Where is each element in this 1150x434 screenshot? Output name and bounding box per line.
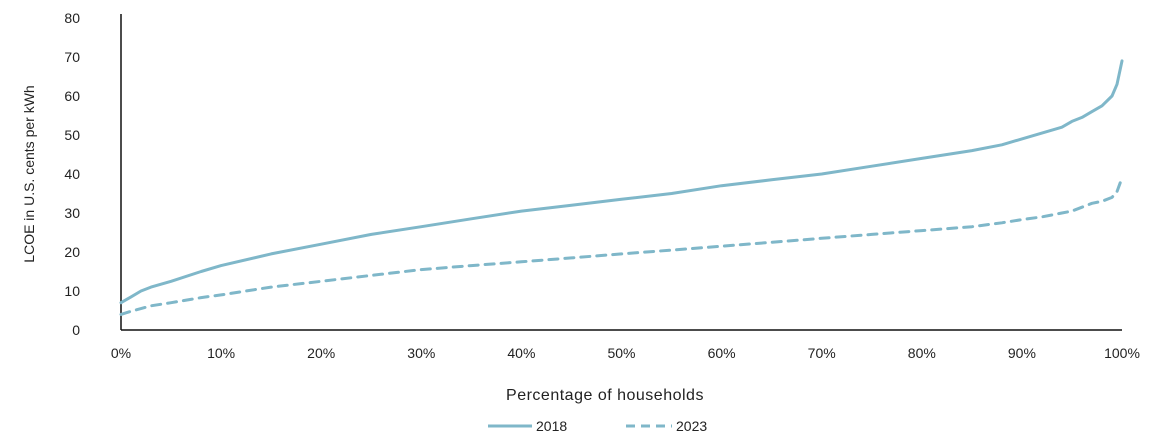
y-tick-label: 60 (64, 88, 80, 104)
legend: 2018 2023 (488, 418, 707, 434)
x-tick-label: 90% (1008, 345, 1036, 361)
y-axis-title: LCOE in U.S. cents per kWh (21, 85, 37, 262)
x-tick-label: 20% (307, 345, 335, 361)
y-tick-label: 20 (64, 244, 80, 260)
x-axis-ticks: 0% 10% 20% 30% 40% 50% 60% 70% 80% 90% 100% (111, 345, 1140, 361)
x-tick-label: 100% (1104, 345, 1140, 361)
y-tick-label: 40 (64, 166, 80, 182)
series-layer (119, 59, 1124, 316)
y-tick-label: 50 (64, 127, 80, 143)
y-axis-ticks: 0 10 20 30 40 50 60 70 80 (64, 10, 80, 338)
series-line-2023 (119, 176, 1124, 316)
y-tick-label: 10 (64, 283, 80, 299)
x-tick-label: 70% (808, 345, 836, 361)
x-tick-label: 30% (407, 345, 435, 361)
y-tick-label: 80 (64, 10, 80, 26)
y-tick-label: 30 (64, 205, 80, 221)
x-tick-label: 60% (708, 345, 736, 361)
x-tick-label: 0% (111, 345, 131, 361)
x-tick-label: 40% (507, 345, 535, 361)
legend-label-2018: 2018 (536, 418, 567, 434)
series-line-2018 (119, 59, 1124, 305)
x-tick-label: 10% (207, 345, 235, 361)
legend-label-2023: 2023 (676, 418, 707, 434)
y-tick-label: 70 (64, 49, 80, 65)
x-tick-label: 80% (908, 345, 936, 361)
x-axis-title: Percentage of households (506, 387, 704, 404)
x-tick-label: 50% (607, 345, 635, 361)
y-tick-label: 0 (72, 322, 80, 338)
